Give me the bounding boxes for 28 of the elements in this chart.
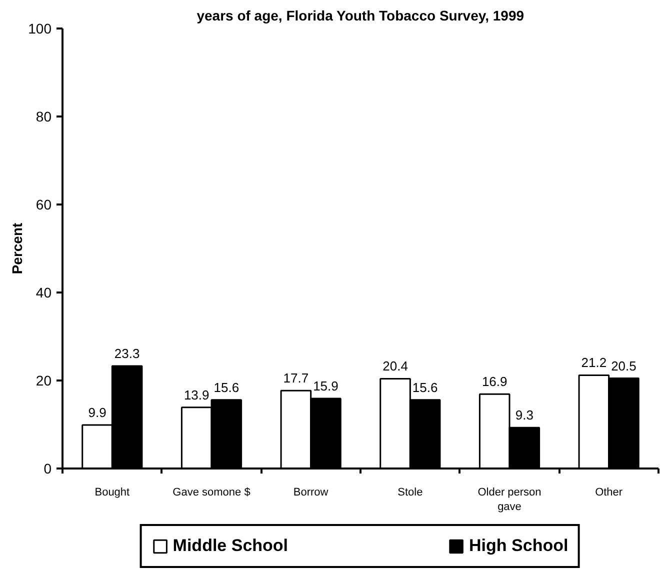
data-label: 15.6 [214, 380, 240, 395]
data-label: 9.3 [515, 408, 534, 423]
y-tick-label: 0 [44, 460, 52, 476]
y-axis-title: Percent [9, 222, 26, 274]
y-tick-label: 40 [36, 284, 52, 300]
x-tick-label: Borrow [293, 486, 328, 498]
x-tick-label: Gave somone $ [172, 486, 250, 498]
data-label: 23.3 [114, 346, 140, 361]
legend-label: High School [469, 536, 568, 556]
legend-label: Middle School [172, 536, 288, 556]
x-tick-label: Other [595, 486, 623, 498]
y-tick-label: 20 [36, 372, 52, 388]
data-label: 13.9 [184, 387, 210, 402]
data-label: 15.9 [313, 378, 338, 394]
data-label: 17.7 [283, 370, 309, 386]
data-label: 20.4 [382, 358, 408, 374]
y-tick-label: 60 [36, 196, 52, 212]
x-tick-label: Stole [398, 486, 423, 498]
chart-title: years of age, Florida Youth Tobacco Survey, 1999 [196, 8, 524, 24]
data-label: 9.9 [88, 404, 106, 420]
x-tick-label: Bought [94, 486, 130, 498]
data-label: 20.5 [611, 358, 636, 374]
data-label: 21.2 [581, 355, 607, 370]
data-label: 16.9 [482, 374, 508, 390]
x-tick-label: Older person gave [478, 486, 542, 513]
y-tick-label: 80 [36, 108, 52, 124]
data-label: 15.6 [412, 380, 438, 395]
y-tick-label: 100 [28, 20, 52, 36]
